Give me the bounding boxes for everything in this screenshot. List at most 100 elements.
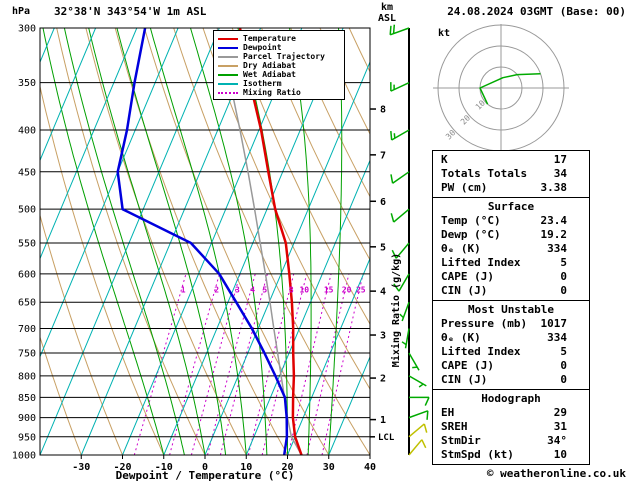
svg-text:2: 2 bbox=[214, 286, 219, 295]
legend-label: Wet Adiabat bbox=[243, 70, 296, 79]
svg-text:5: 5 bbox=[262, 286, 267, 295]
svg-text:7: 7 bbox=[380, 150, 386, 161]
row-label: K bbox=[441, 153, 448, 166]
row-label: θₑ (K) bbox=[441, 242, 481, 255]
row-label: CAPE (J) bbox=[441, 359, 494, 372]
row-value: 0 bbox=[560, 373, 567, 386]
svg-text:20: 20 bbox=[342, 286, 352, 295]
row-value: 5 bbox=[560, 345, 567, 358]
svg-text:10: 10 bbox=[240, 462, 252, 473]
svg-text:800: 800 bbox=[18, 371, 36, 382]
hodograph-stats-box: Hodograph EH 29 SREH 31 StmDir 34° StmSpd (… bbox=[432, 389, 590, 465]
legend-item-wet-adiabat: Wet Adiabat bbox=[218, 70, 340, 79]
row-label: CAPE (J) bbox=[441, 270, 494, 283]
legend-item-mixing-ratio: Mixing Ratio bbox=[218, 88, 340, 97]
data-panel: K 17 Totals Totals 34 PW (cm) 3.38 Surface … bbox=[432, 150, 590, 465]
row-surface-dewp: Dewp (°C) 19.2 bbox=[433, 228, 589, 242]
row-label: CIN (J) bbox=[441, 373, 488, 386]
legend-line-swatch bbox=[218, 82, 238, 85]
svg-text:400: 400 bbox=[18, 126, 36, 137]
svg-text:20: 20 bbox=[281, 462, 293, 473]
row-surface-cin: CIN (J) 0 bbox=[433, 284, 589, 298]
svg-text:0: 0 bbox=[202, 462, 208, 473]
row-label: θₑ (K) bbox=[441, 331, 481, 344]
svg-text:650: 650 bbox=[18, 298, 36, 309]
row-label: PW (cm) bbox=[441, 181, 488, 194]
indices-box: K 17 Totals Totals 34 PW (cm) 3.38 bbox=[432, 150, 590, 198]
most-unstable-section-title: Most Unstable bbox=[467, 303, 555, 316]
svg-text:30: 30 bbox=[444, 128, 457, 141]
page-title: 32°38'N 343°54'W 1m ASL bbox=[54, 5, 207, 18]
svg-text:900: 900 bbox=[18, 413, 36, 424]
svg-text:4: 4 bbox=[380, 287, 386, 298]
row-value: 10 bbox=[553, 448, 567, 461]
altitude-unit-asl: ASL bbox=[377, 13, 397, 24]
legend-item-parcel-trajectory: Parcel Trajectory bbox=[218, 52, 340, 61]
row-label: Temp (°C) bbox=[441, 214, 501, 227]
svg-text:350: 350 bbox=[18, 78, 36, 89]
surface-section-title: Surface bbox=[487, 200, 535, 213]
svg-text:6: 6 bbox=[380, 197, 386, 208]
pressure-axis-unit: hPa bbox=[12, 6, 31, 17]
legend-item-dewpoint: Dewpoint bbox=[218, 43, 340, 52]
legend-label: Isotherm bbox=[243, 79, 282, 88]
x-axis-label: Dewpoint / Temperature (°C) bbox=[115, 469, 295, 482]
wind-barb-column bbox=[389, 24, 430, 456]
svg-text:5: 5 bbox=[380, 242, 386, 253]
legend-line-swatch bbox=[218, 37, 238, 40]
row-value: 334 bbox=[547, 331, 567, 344]
svg-text:300: 300 bbox=[18, 24, 36, 35]
hodograph-section-title: Hodograph bbox=[481, 392, 541, 405]
svg-text:550: 550 bbox=[18, 238, 36, 249]
row-sreh: SREH 31 bbox=[433, 420, 589, 434]
row-label: Pressure (mb) bbox=[441, 317, 528, 330]
row-label: StmDir bbox=[441, 434, 481, 447]
legend-item-dry-adiabat: Dry Adiabat bbox=[218, 61, 340, 70]
surface-box: Surface Temp (°C) 23.4 Dewp (°C) 19.2 θₑ (… bbox=[432, 197, 590, 301]
datetime-label: 24.08.2024 03GMT (Base: 00) bbox=[447, 5, 626, 18]
row-value: 1017 bbox=[540, 317, 568, 330]
svg-text:25: 25 bbox=[356, 286, 366, 295]
copyright: © weatheronline.co.uk bbox=[486, 467, 626, 480]
row-label: Dewp (°C) bbox=[441, 228, 501, 241]
svg-text:-30: -30 bbox=[72, 462, 90, 473]
svg-text:8: 8 bbox=[289, 286, 294, 295]
legend-item-isotherm: Isotherm bbox=[218, 79, 340, 88]
mixing-ratio-lines bbox=[133, 273, 364, 455]
row-mu-cape: CAPE (J) 0 bbox=[433, 359, 589, 373]
svg-text:950: 950 bbox=[18, 432, 36, 443]
isobar-lines: 300 350 400 450 500 550 600 650 700 750 800 850 900 9… bbox=[12, 24, 370, 462]
row-mu-lifted-index: Lifted Index 5 bbox=[433, 345, 589, 359]
legend-line-swatch bbox=[218, 91, 238, 94]
row-label: StmSpd (kt) bbox=[441, 448, 514, 461]
row-value: 0 bbox=[560, 359, 567, 372]
most-unstable-box: Most Unstable Pressure (mb) 1017 θₑ (K) 33… bbox=[432, 300, 590, 390]
row-value: 19.2 bbox=[540, 228, 568, 241]
row-surface-temp: Temp (°C) 23.4 bbox=[433, 214, 589, 228]
svg-text:-20: -20 bbox=[113, 462, 131, 473]
legend-line-swatch bbox=[218, 55, 238, 58]
svg-text:1: 1 bbox=[181, 286, 186, 295]
legend-label: Dry Adiabat bbox=[243, 61, 296, 70]
row-value: 34° bbox=[547, 434, 567, 447]
row-value: 0 bbox=[560, 284, 567, 297]
row-value: 5 bbox=[560, 256, 567, 269]
svg-text:10: 10 bbox=[299, 286, 309, 295]
row-surface-theta-e: θₑ (K) 334 bbox=[433, 242, 589, 256]
generated-chart-layers: 3003504004505005506006507007508008509009… bbox=[12, 24, 569, 473]
svg-text:3: 3 bbox=[235, 286, 240, 295]
row-value: 31 bbox=[553, 420, 567, 433]
svg-text:600: 600 bbox=[18, 269, 36, 280]
svg-text:-10: -10 bbox=[155, 462, 173, 473]
legend-line-swatch bbox=[218, 73, 238, 76]
km-axis: 1 2 3 4 5 6 7 8 bbox=[370, 105, 386, 438]
svg-text:2: 2 bbox=[380, 374, 386, 385]
row-k-index: K 17 bbox=[433, 153, 589, 167]
row-value: 29 bbox=[553, 406, 567, 419]
legend: Temperature Dewpoint Parcel Trajectory Dry … bbox=[213, 30, 345, 100]
svg-text:700: 700 bbox=[18, 324, 36, 335]
svg-text:4: 4 bbox=[250, 286, 255, 295]
row-label: EH bbox=[441, 406, 455, 419]
legend-label: Dewpoint bbox=[243, 43, 282, 52]
